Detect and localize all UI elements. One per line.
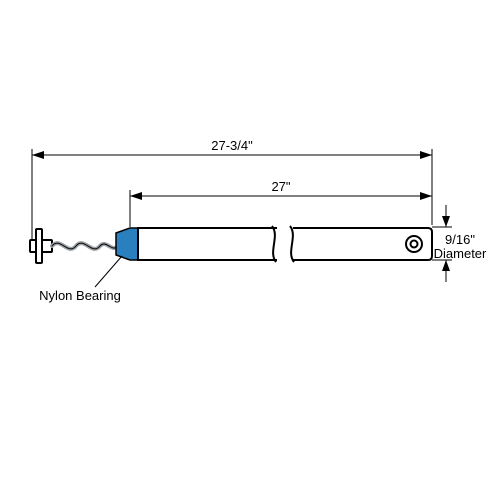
nylon-bearing-callout: Nylon Bearing (39, 256, 122, 303)
nylon-bearing (116, 228, 138, 260)
diameter-value: 9/16" (445, 232, 475, 247)
spiral-rod (52, 243, 118, 249)
dimension-diameter: 9/16" Diameter (432, 205, 487, 282)
tube-length-value: 27" (271, 179, 290, 194)
end-fitting (30, 229, 52, 263)
dimension-tube-length: 27" (130, 179, 432, 227)
diameter-label: Diameter (434, 246, 487, 261)
part-assembly (30, 226, 432, 263)
tube-left (138, 228, 276, 260)
overall-length-value: 27-3/4" (211, 138, 253, 153)
nylon-bearing-label: Nylon Bearing (39, 288, 121, 303)
